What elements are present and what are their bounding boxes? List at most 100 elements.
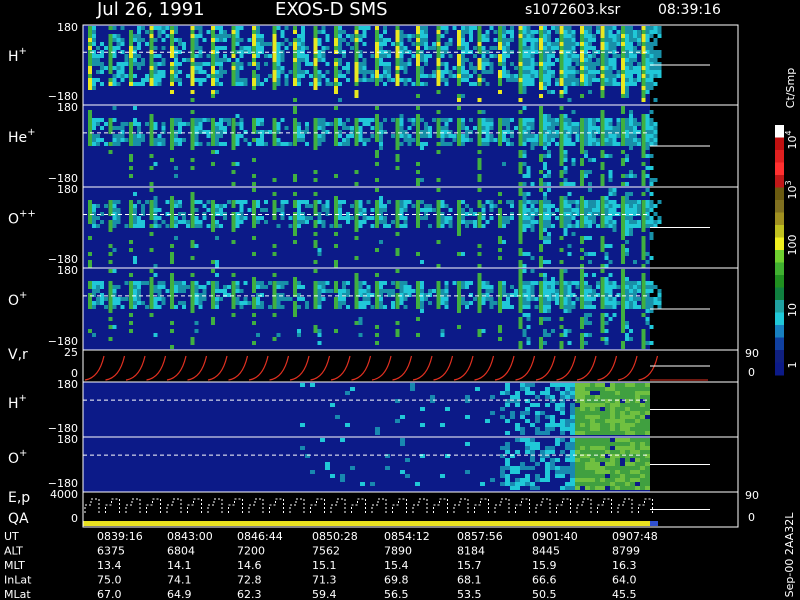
row-label: UT [4, 530, 19, 543]
spectrogram-cell [518, 228, 523, 232]
spectrogram-cell [112, 301, 117, 305]
spectrogram-cell [630, 482, 635, 486]
spectrogram-cell [595, 438, 600, 442]
spectrogram-cell [360, 482, 365, 486]
spectrogram-cell [272, 70, 277, 74]
spectrogram-cell [297, 122, 301, 126]
spectrogram-cell [358, 204, 363, 208]
spectrogram-cell [625, 470, 630, 474]
spectrogram-cell [600, 383, 605, 387]
spectrogram-cell [457, 281, 461, 285]
spectrogram-cell [399, 42, 404, 46]
spectrogram-cell [342, 297, 346, 301]
spectrogram-cell [629, 281, 633, 285]
spectrogram-cell [530, 438, 535, 442]
spectrogram-cell [219, 130, 223, 134]
spectrogram-cell [584, 305, 588, 309]
spectrogram-cell [116, 220, 121, 224]
spectrogram-cell [629, 38, 633, 42]
spectrogram-cell [600, 281, 605, 285]
spectrogram-cell [543, 34, 547, 38]
row-value: 8184 [457, 545, 485, 558]
spectrogram-cell [543, 297, 547, 301]
spectrogram-cell [457, 305, 461, 309]
spectrogram-cell [387, 289, 391, 293]
spectrogram-cell [149, 74, 154, 78]
spectrogram-cell [477, 82, 482, 86]
spectrogram-cell [465, 224, 469, 228]
spectrogram-cell [571, 122, 576, 126]
spectrogram-cell [588, 208, 592, 212]
spectrogram-cell [170, 301, 174, 305]
spectrogram-cell [485, 293, 490, 297]
spectrogram-cell [375, 30, 379, 34]
spectrogram-cell [526, 212, 531, 216]
spectrogram-cell [490, 478, 495, 482]
colorbar-cell [775, 200, 784, 213]
spectrogram-cell [276, 301, 281, 305]
spectrogram-cell [559, 297, 564, 301]
spectrogram-cell [469, 66, 473, 70]
spectrogram-cell [206, 208, 211, 212]
spectrogram-cell [551, 224, 555, 228]
spectrogram-cell [629, 228, 633, 232]
spectrogram-cell [334, 329, 338, 333]
spectrogram-cell [621, 38, 625, 42]
spectrogram-cell [625, 192, 629, 196]
spectrogram-cell [395, 216, 400, 220]
spectrogram-cell [525, 438, 530, 442]
spectrogram-cell [252, 158, 256, 162]
spectrogram-cell [211, 220, 215, 224]
spectrogram-cell [649, 122, 654, 126]
spectrogram-cell [551, 281, 555, 285]
spectrogram-cell [198, 82, 203, 86]
spectrogram-cell [575, 415, 580, 419]
spectrogram-cell [649, 232, 654, 236]
spectrogram-cell [563, 178, 568, 182]
spectrogram-cell [600, 200, 605, 204]
spectrogram-cell [560, 470, 565, 474]
spectrogram-cell [149, 54, 154, 58]
spectrogram-cell [625, 182, 629, 186]
spectrogram-cell [600, 42, 605, 46]
spectrogram-cell [198, 54, 203, 58]
spectrogram-cell [170, 297, 174, 301]
spectrogram-cell [313, 200, 318, 204]
spectrogram-cell [88, 236, 92, 240]
spectrogram-cell [506, 305, 510, 309]
spectrogram-cell [481, 58, 486, 62]
spectrogram-cell [157, 34, 162, 38]
spectrogram-cell [612, 126, 617, 130]
spectrogram-cell [522, 62, 527, 66]
spectrogram-cell [407, 289, 412, 293]
spectrogram-cell [612, 305, 617, 309]
spectrogram-cell [96, 46, 100, 50]
spectrogram-cell [420, 34, 424, 38]
spectrogram-cell [133, 46, 137, 50]
spectrogram-cell [567, 26, 572, 30]
spectrogram-cell [141, 138, 145, 142]
spectrogram-cell [448, 134, 453, 138]
spectrogram-cell [563, 212, 568, 216]
spectrogram-cell [375, 118, 379, 122]
spectrogram-cell [465, 399, 470, 403]
spectrogram-cell [178, 204, 182, 208]
spectrogram-cell [621, 212, 625, 216]
spectrogram-cell [575, 423, 580, 427]
spectrogram-cell [600, 142, 605, 146]
spectrogram-cell [567, 252, 572, 256]
spectrogram-cell [481, 204, 486, 208]
spectrogram-cell [551, 26, 555, 30]
spectrogram-cell [379, 138, 383, 142]
spectrogram-cell [182, 305, 186, 309]
spectrogram-cell [575, 383, 580, 387]
spectrogram-cell [395, 301, 400, 305]
spectrogram-cell [141, 62, 145, 66]
spectrogram-cell [588, 297, 592, 301]
spectrogram-cell [653, 142, 658, 146]
spectrogram-cell [375, 34, 379, 38]
spectrogram-cell [345, 391, 350, 395]
spectrogram-cell [354, 94, 359, 98]
spectrogram-cell [559, 333, 564, 337]
spectrogram-cell [530, 383, 535, 387]
